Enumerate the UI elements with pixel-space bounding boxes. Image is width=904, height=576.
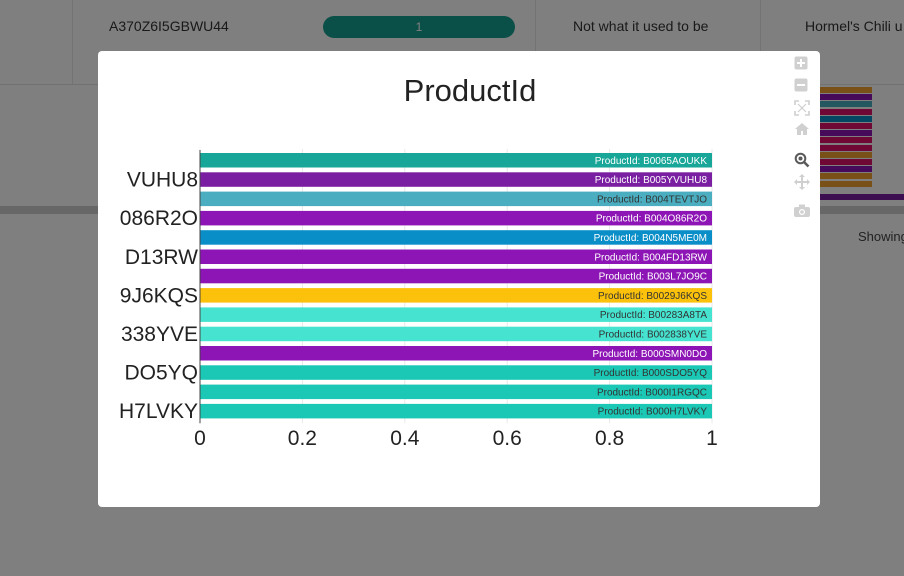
y-tick-label: 338YVE	[121, 323, 198, 346]
bar	[200, 326, 712, 342]
zoom-out-icon[interactable]	[794, 78, 816, 100]
bar-chart: ProductId: B0065AOUKK ProductId: B005YVUH…	[119, 73, 718, 450]
zoom-icon[interactable]	[794, 152, 816, 174]
bar	[200, 249, 712, 264]
bar-label: ProductId: B003L7JO9C	[599, 272, 707, 283]
pan-icon[interactable]	[794, 174, 816, 196]
y-tick-label: VUHU8	[127, 169, 198, 192]
chart-y-ticks: VUHU8 086R2O D13RW 9J6KQS 338YVE DO5YQ H7LVKY	[119, 169, 198, 424]
chart-bar-labels: ProductId: B0065AOUKK ProductId: B005YVUH…	[593, 156, 708, 418]
reset-axes-icon[interactable]	[794, 122, 816, 144]
x-tick-label: 0.6	[493, 427, 522, 450]
bar-label: ProductId: B000H7LVKY	[598, 407, 708, 418]
x-tick-label: 0	[194, 427, 206, 450]
bar	[200, 153, 712, 168]
bar-label: ProductId: B00283A8TA	[600, 310, 707, 321]
bar	[200, 346, 712, 361]
chart-title: ProductId	[404, 73, 537, 108]
y-tick-label: H7LVKY	[119, 400, 198, 423]
autoscale-icon[interactable]	[794, 100, 816, 122]
y-tick-label: 086R2O	[120, 207, 198, 230]
bar-label: ProductId: B000I1RGQC	[597, 387, 707, 398]
chart-grid	[199, 149, 713, 424]
chart-modal: ProductId: B0065AOUKK ProductId: B005YVUH…	[98, 51, 820, 507]
y-tick-label: DO5YQ	[124, 362, 198, 385]
bar	[200, 403, 712, 419]
x-tick-label: 1	[706, 427, 718, 450]
bar-label: ProductId: B004O86R2O	[596, 214, 707, 225]
x-tick-label: 0.8	[595, 427, 624, 450]
bar	[200, 268, 712, 284]
bar	[200, 210, 712, 226]
zoom-in-icon[interactable]	[794, 56, 816, 78]
bar-label: ProductId: B004FD13RW	[594, 252, 707, 263]
bar-label: ProductId: B0029J6KQS	[598, 291, 707, 302]
bar-label: ProductId: B000SMN0DO	[593, 349, 708, 360]
bar	[200, 288, 712, 303]
bar	[200, 230, 712, 245]
chart-bars	[200, 153, 712, 419]
x-tick-label: 0.2	[288, 427, 317, 450]
bar	[200, 172, 712, 187]
bar	[200, 365, 712, 380]
bar-label: ProductId: B000SDO5YQ	[594, 368, 708, 379]
bar-label: ProductId: B004N5ME0M	[594, 233, 707, 244]
chart-x-ticks: 0 0.2 0.4 0.6 0.8 1	[194, 427, 718, 450]
camera-icon[interactable]	[794, 204, 816, 226]
bar	[200, 384, 712, 400]
bar-label: ProductId: B0065AOUKK	[595, 156, 708, 167]
bar-label: ProductId: B002838YVE	[599, 329, 708, 340]
x-tick-label: 0.4	[390, 427, 420, 450]
bar-label: ProductId: B004TEVTJO	[597, 194, 707, 205]
bar	[200, 307, 712, 322]
bar-label: ProductId: B005YVUHU8	[595, 175, 708, 186]
y-tick-label: D13RW	[125, 246, 198, 269]
y-tick-label: 9J6KQS	[120, 284, 198, 307]
bar	[200, 191, 712, 207]
